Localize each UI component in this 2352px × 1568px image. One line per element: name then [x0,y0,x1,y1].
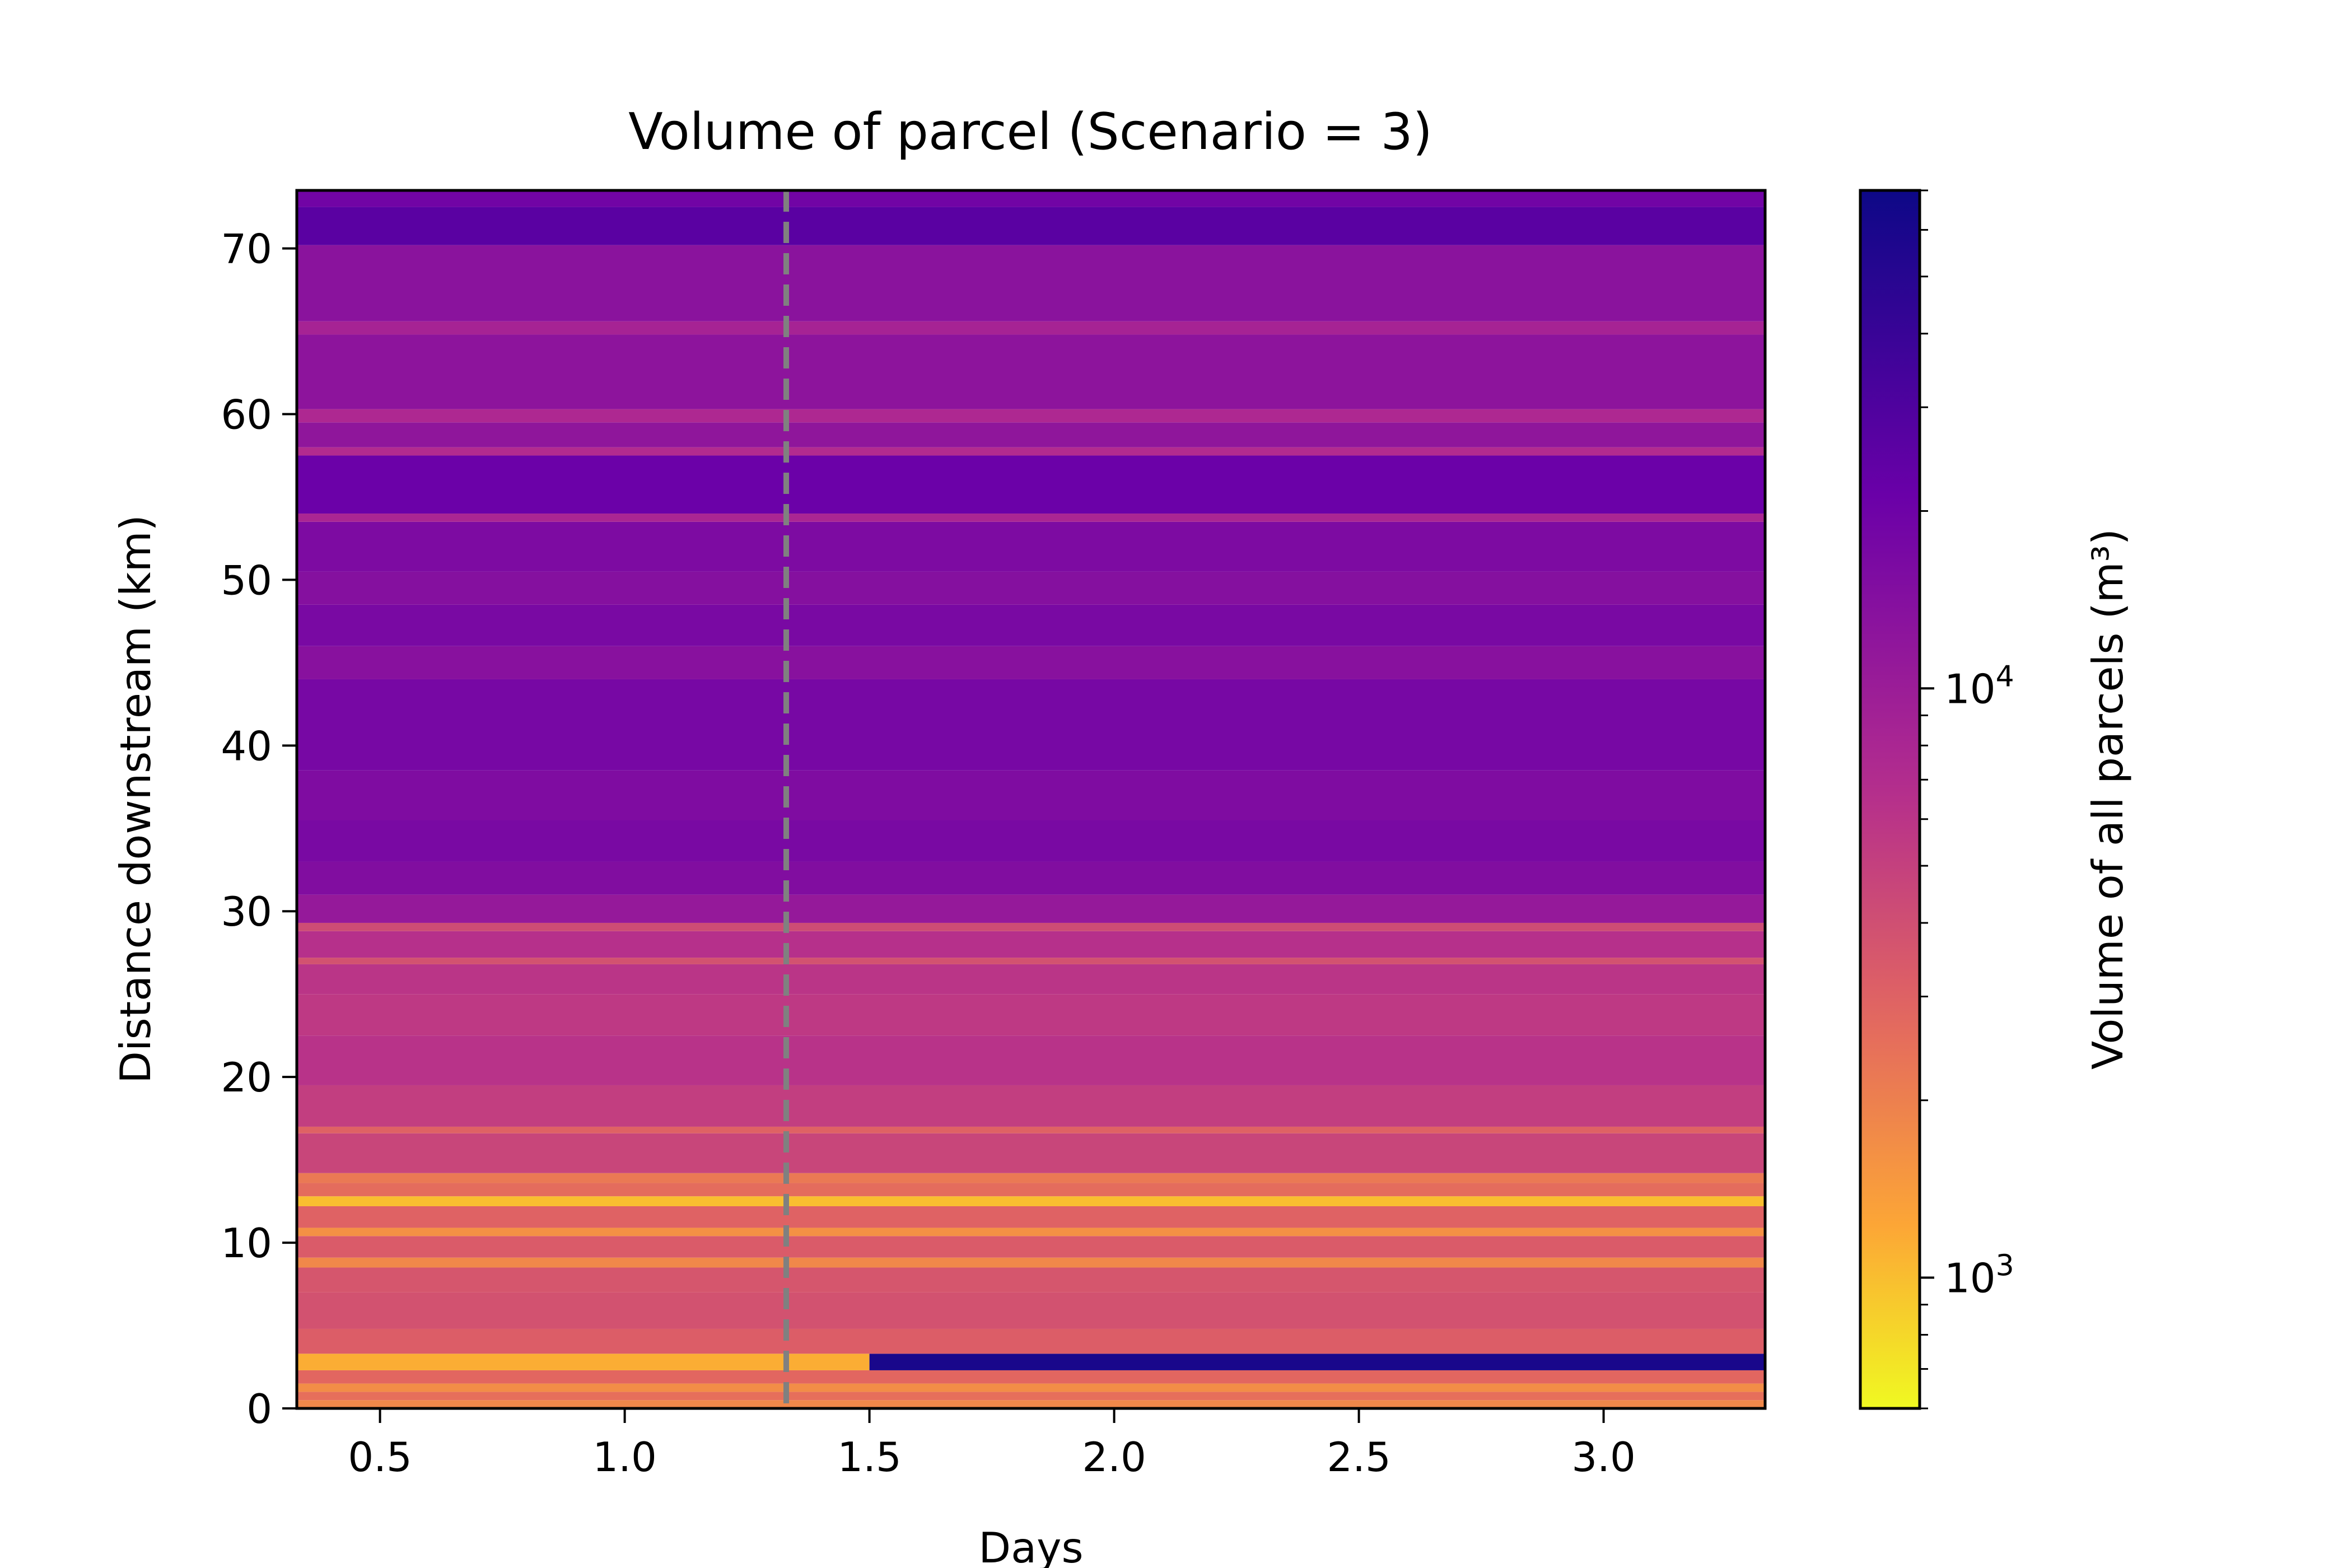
y-tick-label: 0 [246,1385,272,1432]
colorbar-ticks: 103 104 [1920,189,2014,1410]
heatmap-band-14 [297,1183,1765,1197]
heatmap-band-13 [297,1196,1765,1206]
heatmap-band-31 [297,604,1765,646]
heatmap-band-36 [297,447,1765,456]
heatmap-band-19 [297,1035,1765,1085]
heatmap-band-35 [297,455,1765,514]
heatmap-band-3 [297,1370,1765,1384]
heatmap-band-6 [297,1328,1765,1354]
x-tick-label: 1.0 [592,1434,657,1481]
heatmap-band-12 [297,1206,1765,1228]
colorbar-label: Volume of all parcels (m³) [2083,529,2132,1070]
heatmap-band-28 [297,770,1765,820]
heatmap-band-15 [297,1173,1765,1183]
heatmap-band-29 [297,679,1765,771]
x-tick-label: 1.5 [837,1434,902,1481]
heatmap-band-30 [297,646,1765,679]
heatmap-band-21 [297,964,1765,995]
heatmap-band-11 [297,1228,1765,1236]
colorbar [1859,189,1921,1410]
heatmap-band-34 [297,514,1765,522]
heatmap-band-42 [297,207,1765,245]
heatmap-band-10 [297,1236,1765,1258]
heatmap-band-1 [297,1392,1765,1401]
heatmap-band-8 [297,1267,1765,1292]
heatmap-band-40 [297,321,1765,335]
heatmap-band-25 [297,894,1765,923]
heatmap [297,190,1765,1408]
colorbar-tick-label: 104 [1944,660,2014,712]
heatmap-band-27 [297,820,1765,862]
x-tick-label: 3.0 [1571,1434,1636,1481]
heatmap-band-4 [297,1354,870,1370]
heatmap-band-41 [297,245,1765,321]
heatmap-band-33 [297,521,1765,572]
x-tick-label: 2.0 [1082,1434,1146,1481]
heatmap-band-9 [297,1257,1765,1268]
heatmap-band-0 [297,1400,1765,1408]
x-axis: 0.5 1.0 1.5 2.0 2.5 3.0 [348,1408,1636,1481]
heatmap-band-7 [297,1292,1765,1329]
heatmap-band-37 [297,422,1765,447]
heatmap-band-5 [869,1354,1765,1370]
x-tick-label: 2.5 [1327,1434,1391,1481]
heatmap-band-26 [297,861,1765,895]
chart-title: Volume of parcel (Scenario = 3) [628,102,1432,161]
heatmap-band-39 [297,334,1765,409]
x-axis-label: Days [978,1523,1083,1568]
y-tick-label: 10 [221,1220,272,1267]
plot-frame [295,189,1767,1410]
y-axis: 0 10 20 30 40 50 60 70 [221,226,297,1432]
heatmap-band-18 [297,1085,1765,1127]
heatmap-band-24 [297,922,1765,931]
heatmap-band-43 [297,190,1765,207]
heatmap-band-23 [297,931,1765,958]
heatmap-band-32 [297,571,1765,605]
y-tick-label: 20 [221,1054,272,1101]
colorbar-tick-label: 103 [1944,1249,2014,1302]
y-tick-label: 40 [221,722,272,769]
y-axis-label: Distance downstream (km) [111,515,160,1084]
y-tick-label: 30 [221,888,272,935]
heatmap-band-17 [297,1126,1765,1133]
heatmap-band-38 [297,409,1765,423]
heatmap-band-16 [297,1133,1765,1173]
y-tick-label: 60 [221,391,272,438]
heatmap-band-20 [297,994,1765,1036]
y-tick-label: 70 [221,226,272,273]
heatmap-band-2 [297,1383,1765,1392]
y-tick-label: 50 [221,557,272,604]
x-tick-label: 0.5 [348,1434,412,1481]
heatmap-band-22 [297,958,1765,964]
